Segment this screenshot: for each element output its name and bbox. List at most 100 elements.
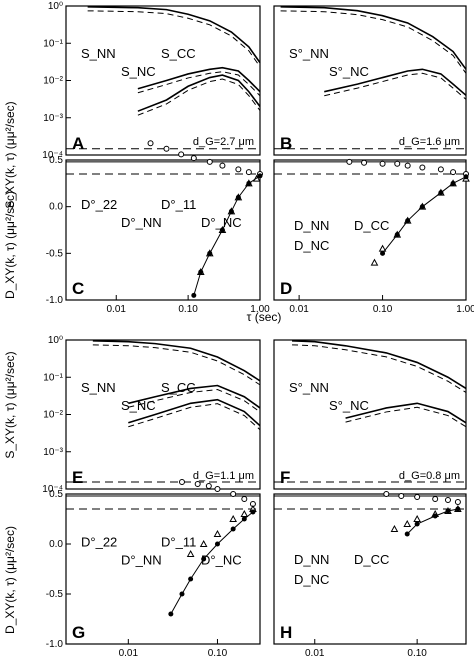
annotation-D°_NN: D°_NN xyxy=(121,553,162,568)
panel-letter: F xyxy=(280,468,290,487)
panel-letter: A xyxy=(72,134,84,153)
point-D_NN xyxy=(190,155,197,162)
series-S_NN xyxy=(87,6,261,64)
series-S_NC xyxy=(137,66,261,93)
fit-D_NC xyxy=(170,511,254,615)
annotation-S_NC: S_NC xyxy=(121,398,156,413)
series-S°_NN xyxy=(292,340,467,390)
annotation-D°_22: D°_22 xyxy=(81,197,117,212)
legend-D_NC: D_NC xyxy=(294,572,329,587)
point-D_NN xyxy=(235,166,242,173)
series-S_CC xyxy=(128,398,261,427)
theory-S°_NC xyxy=(345,406,467,428)
y-tick-label: 0.0 xyxy=(49,202,63,213)
series-S°_NN xyxy=(280,6,467,70)
point-D_NN xyxy=(383,491,390,497)
x-tick-label: 0.01 xyxy=(289,304,309,315)
x-tick-label: 0.10 xyxy=(178,304,198,315)
point-D_NN xyxy=(194,481,201,487)
legend-D_CC: D_CC xyxy=(354,552,389,567)
point-D_NN xyxy=(432,496,439,502)
y-tick-label: 10⁰ xyxy=(48,1,63,12)
annotation-D°_NC: D°_NC xyxy=(201,553,242,568)
point-D_NN xyxy=(178,151,185,158)
theory-S_NC xyxy=(128,389,261,413)
x-tick-label: 0.01 xyxy=(305,648,325,659)
fit-D_NC xyxy=(382,176,467,254)
panel-note: d_G=1.6 μm xyxy=(399,136,460,148)
point-D_NN xyxy=(346,158,353,165)
point-D_NN xyxy=(214,486,221,492)
point-D_NN xyxy=(245,169,252,176)
y-tick-label: -1.0 xyxy=(46,295,64,306)
y-tick-label: 10⁻⁴ xyxy=(42,484,63,495)
point-D_NN xyxy=(147,140,154,147)
panel-h: 0.01 0.10 H D_NN D_CC D_NC xyxy=(273,481,467,659)
point-D_NN xyxy=(206,158,213,165)
series-S_NC xyxy=(128,384,261,409)
panel-frame xyxy=(273,493,467,645)
point-D_NN xyxy=(437,166,444,173)
y-tick-label: 10⁻⁴ xyxy=(42,150,63,161)
panel-e: 10⁻⁴ 10⁻³ 10⁻² 10⁻¹ 10⁰ E d_G=1.1 μm S_NN S_NC S_… xyxy=(42,335,261,495)
x-tick-label: 0.10 xyxy=(407,648,427,659)
panel-frame xyxy=(273,159,467,301)
point-D_NN xyxy=(398,493,405,499)
theory-S_NC xyxy=(137,71,261,97)
theory-S_NN xyxy=(92,344,261,386)
point-D_CC xyxy=(370,258,379,266)
annotation-D°_11: D°_11 xyxy=(161,535,196,550)
point-D_NN xyxy=(450,169,457,176)
theory-S°_NN xyxy=(292,344,467,393)
ylabel-d-bottom: D_XY(k, τ) (μμ²/sec) xyxy=(3,526,17,634)
panel-note: d_G=1.1 μm xyxy=(193,470,254,482)
theory-S_CC xyxy=(137,78,261,116)
x-tick-label: 0.10 xyxy=(373,304,393,315)
panel-c: -1.0 -0.5 0.0 0.5 0.01 0.10 1.00 C D°_22 D°_NN D°_… xyxy=(46,140,270,315)
panel-frame xyxy=(65,5,261,156)
point-D_NN xyxy=(444,497,451,503)
fit-D_NC xyxy=(406,508,458,535)
annotation-D°_11: D°_11 xyxy=(161,197,196,212)
legend-D_NN: D_NN xyxy=(294,552,329,567)
y-tick-label: 0.5 xyxy=(49,155,63,166)
point-D_CC xyxy=(199,539,208,547)
annotation-D°_NC: D°_NC xyxy=(201,215,242,230)
panel-letter: E xyxy=(72,468,83,487)
point-D_NN xyxy=(163,145,170,152)
point-D_CC xyxy=(213,529,222,537)
point-D_NN xyxy=(394,160,401,167)
annotation-D°_22: D°_22 xyxy=(81,535,117,550)
x-tick-label: 1.00 xyxy=(250,304,270,315)
point-D_NN xyxy=(414,494,421,500)
x-tick-label: 0.01 xyxy=(107,304,127,315)
annotation-D°_NN: D°_NN xyxy=(121,215,162,230)
y-tick-label: 10⁻² xyxy=(43,76,63,87)
annotation-S_CC: S_CC xyxy=(161,380,196,395)
panel-a: 10⁻⁴ 10⁻³ 10⁻² 10⁻¹ 10⁰ A d_G=2.7 μm S_NN S_NC S_… xyxy=(42,1,261,161)
panel-letter: H xyxy=(280,623,292,642)
point-D_NN xyxy=(419,164,426,171)
annotation-S°_NN: S°_NN xyxy=(289,380,329,395)
panel-note: d_G=2.7 μm xyxy=(193,136,254,148)
y-tick-label: 10⁻¹ xyxy=(43,38,63,49)
y-tick-label: -0.5 xyxy=(46,589,64,600)
panel-frame xyxy=(273,5,467,156)
ylabel-d-top: D_XY(k, τ) (μμ²/sec) xyxy=(3,191,17,299)
series-S_CC xyxy=(137,74,261,112)
series-S_NN xyxy=(92,340,261,382)
theory-S°_NC xyxy=(324,72,467,100)
panel-letter: G xyxy=(72,623,85,642)
panel-frame xyxy=(65,339,261,490)
point-D_NN xyxy=(379,160,386,167)
annotation-S°_NC: S°_NC xyxy=(329,398,369,413)
point-D_NN xyxy=(178,479,185,485)
ylabel-s-top: S_XY(k, τ) (μμ²/sec) xyxy=(3,101,17,208)
fit-D_NC xyxy=(193,175,261,296)
y-tick-label: -1.0 xyxy=(46,639,64,650)
point-D_CC xyxy=(403,519,412,527)
point-D_CC xyxy=(413,514,421,522)
x-tick-label: 0.10 xyxy=(208,648,228,659)
